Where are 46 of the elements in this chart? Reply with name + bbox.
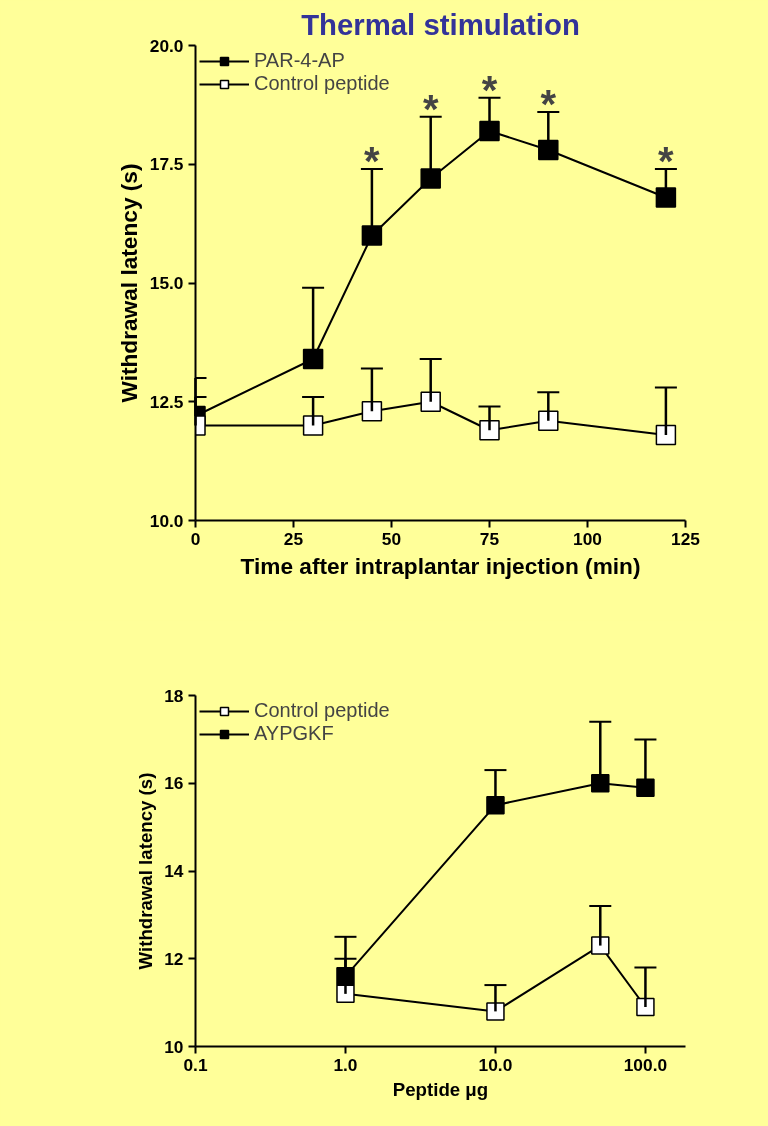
point <box>302 348 324 370</box>
x-tick-label: 1.0 <box>333 1054 358 1075</box>
annotation: * <box>540 82 557 126</box>
point <box>420 168 441 189</box>
y-tick-label: 10.0 <box>149 510 184 531</box>
point <box>538 139 559 161</box>
y-tick-label: 12.5 <box>149 391 184 412</box>
point <box>420 391 441 412</box>
x-tick-label: 125 <box>671 528 701 549</box>
x-tick-label: 25 <box>283 528 304 549</box>
x-tick-label: 100 <box>573 528 602 549</box>
y-tick-label: 20.0 <box>149 35 184 56</box>
x-tick-label: 0 <box>190 528 201 549</box>
point <box>655 187 677 208</box>
point <box>361 225 383 246</box>
legend-label: PAR-4-AP <box>254 49 345 72</box>
x-tick-label: 100.0 <box>623 1054 668 1075</box>
x-axis-title: Peptide μg <box>392 1078 489 1100</box>
y-tick-label: 18 <box>164 685 184 706</box>
point <box>302 415 324 436</box>
annotation: * <box>364 139 381 183</box>
y-tick-label: 17.5 <box>149 154 184 175</box>
point <box>538 410 559 431</box>
legend-label: Control peptide <box>254 699 390 722</box>
x-axis-title: Time after intraplantar injection (min) <box>240 552 641 579</box>
y-tick-label: 15.0 <box>149 273 184 293</box>
annotation: * <box>481 67 498 112</box>
point <box>479 420 500 441</box>
y-axis-title: Withdrawal latency (s) <box>135 772 157 970</box>
annotation: * <box>658 139 675 183</box>
chart-title: Thermal stimulation <box>301 7 580 41</box>
x-tick-label: 10.0 <box>478 1054 513 1075</box>
y-axis-title: Withdrawal latency (s) <box>115 163 142 403</box>
point <box>361 401 383 422</box>
y-tick-label: 14 <box>164 861 184 881</box>
y-tick-label: 16 <box>164 773 184 794</box>
point <box>479 120 500 142</box>
legend-label: AYPGKF <box>254 722 334 745</box>
x-tick-label: 50 <box>381 528 402 549</box>
x-tick-label: 0.1 <box>183 1054 208 1075</box>
x-tick-label: 75 <box>479 528 500 549</box>
legend-label: Control peptide <box>254 72 390 95</box>
annotation: * <box>422 86 439 131</box>
y-tick-label: 12 <box>164 948 184 969</box>
y-tick-label: 10 <box>164 1036 184 1057</box>
point <box>655 424 677 446</box>
